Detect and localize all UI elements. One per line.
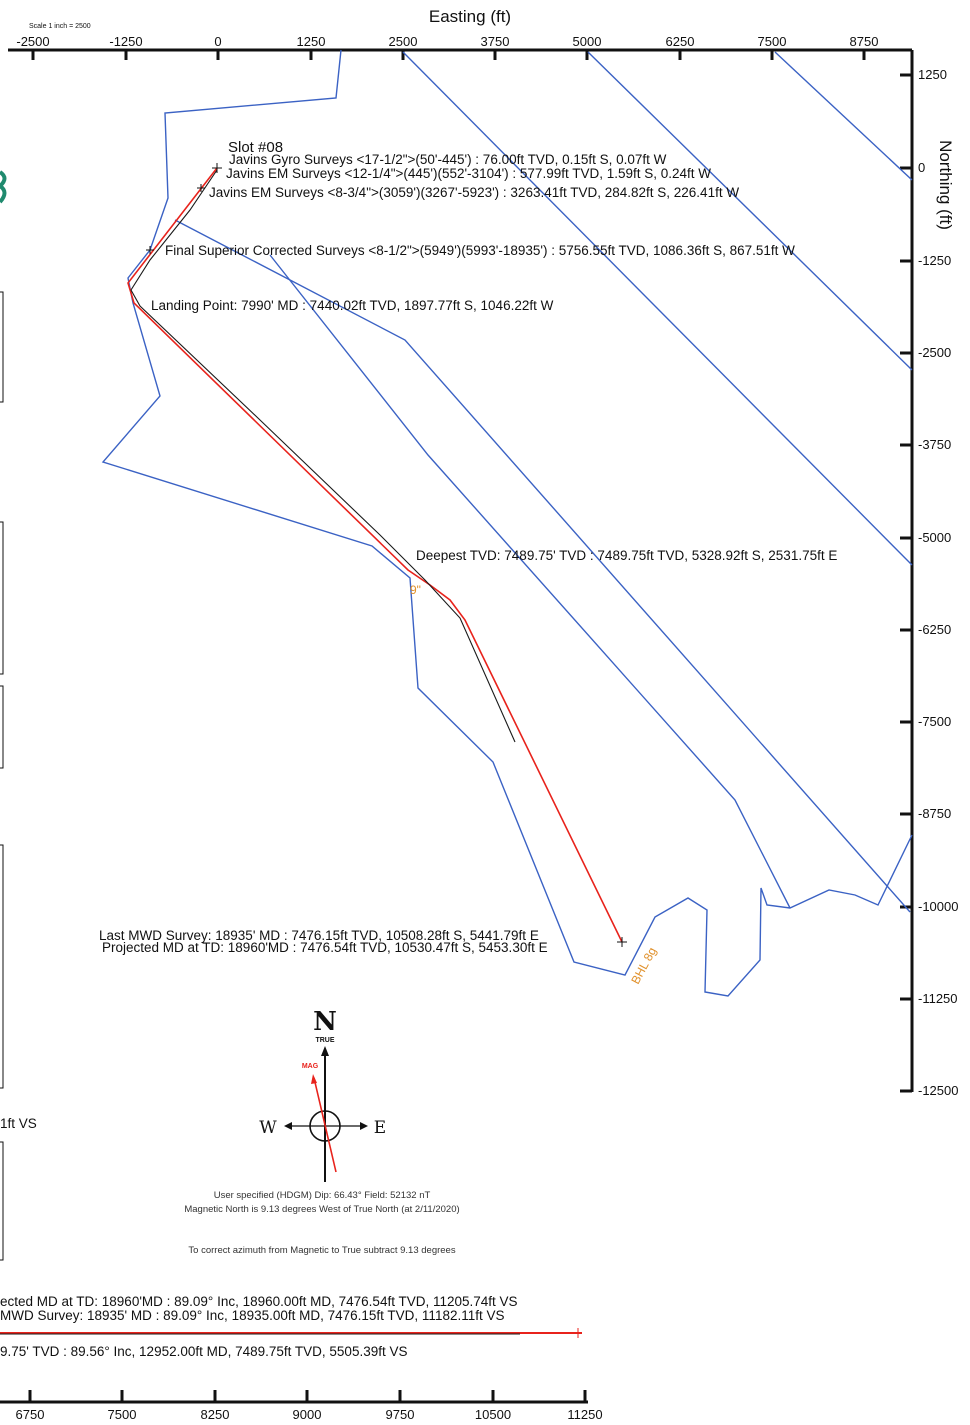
vs-tick-label: 9000	[293, 1407, 322, 1422]
survey-well-path	[130, 169, 516, 743]
vs-tick-label: 10500	[475, 1407, 511, 1422]
diagonal-line-1	[174, 219, 911, 913]
survey-labels: Slot #08 Javins Gyro Surveys <17-1/2">(5…	[99, 139, 837, 986]
northing-tick-label: -3750	[918, 437, 951, 452]
northing-tick-label: -12500	[918, 1083, 958, 1098]
easting-tick-label: 7500	[758, 34, 787, 49]
magnetic-north-arrowhead	[311, 1074, 317, 1084]
northing-ticks: 1250 0 -1250 -2500 -3750 -5000 -6250 -7500 -8750…	[900, 67, 958, 1098]
north-arrow-compass: N TRUE W E MAG	[259, 1007, 386, 1182]
diagonal-line-3	[587, 51, 913, 371]
east-arrowhead	[360, 1122, 368, 1130]
survey-markers	[146, 163, 627, 947]
final-survey-label: Final Superior Corrected Surveys <8-1/2"…	[165, 243, 795, 258]
vs-tick-label: 6750	[16, 1407, 45, 1422]
slot-label: Slot #08	[228, 139, 283, 156]
compass-west-letter: W	[259, 1118, 277, 1138]
diagonal-line-5	[269, 254, 791, 909]
partial-logo-glyph	[0, 170, 7, 204]
northing-tick-label: -2500	[918, 345, 951, 360]
lease-lines	[101, 49, 913, 997]
vs-ticks: 6750 7500 8250 9000 9750 10500 11250	[16, 1390, 603, 1422]
diagonal-line-2	[402, 51, 913, 566]
true-north-arrowhead	[321, 1046, 329, 1056]
easting-tick-label: 1250	[297, 34, 326, 49]
easting-tick-label: 8750	[850, 34, 879, 49]
easting-tick-label: 6250	[666, 34, 695, 49]
lease-boundary	[101, 49, 913, 997]
northing-tick-label: -7500	[918, 714, 951, 729]
vs-tick-label: 8250	[201, 1407, 230, 1422]
compass-mag-label: MAG	[302, 1063, 319, 1070]
landing-point-label: Landing Point: 7990' MD : 7440.02ft TVD,…	[151, 298, 554, 313]
em-survey-label-1: Javins EM Surveys <12-1/4">(445')(552'-3…	[226, 166, 711, 181]
em-survey-label-2: Javins EM Surveys <8-3/4">(3059')(3267'-…	[209, 185, 739, 200]
northing-tick-label: -1250	[918, 253, 951, 268]
nine-inch-label: 9"	[410, 583, 421, 597]
vs-tick-label: 11250	[567, 1407, 602, 1422]
northing-tick-label: -6250	[918, 622, 951, 637]
planned-well-path	[127, 167, 623, 943]
well-path	[127, 167, 623, 943]
projected-td-label: Projected MD at TD: 18960'MD : 7476.54ft…	[102, 940, 548, 955]
northing-tick-label: 1250	[918, 67, 947, 82]
easting-tick-label: -2500	[16, 34, 49, 49]
northing-tick-label: 0	[918, 160, 925, 175]
easting-tick-label: 0	[214, 34, 221, 49]
deepest-tvd-label: Deepest TVD: 7489.75' TVD : 7489.75ft TV…	[416, 548, 837, 563]
northing-axis-title: Northing (ft)	[936, 140, 955, 230]
magnetic-north-arrow	[313, 1077, 337, 1173]
easting-ticks: -2500 -1250 0 1250 2500 3750 5000 6250 7500 8750	[16, 34, 878, 60]
easting-tick-label: 5000	[573, 34, 602, 49]
section-projected-label: ected MD at TD: 18960'MD : 89.09° Inc, 1…	[0, 1294, 518, 1309]
diagonal-line-4	[774, 51, 913, 181]
gyro-survey-label: Javins Gyro Surveys <17-1/2">(50'-445') …	[229, 152, 667, 167]
easting-tick-label: 2500	[389, 34, 418, 49]
northing-tick-label: -11250	[918, 991, 958, 1006]
last-mwd-label: Last MWD Survey: 18935' MD : 7476.15ft T…	[99, 928, 539, 943]
magnetic-north-note: Magnetic North is 9.13 degrees West of T…	[184, 1204, 459, 1215]
easting-tick-label: 3750	[481, 34, 510, 49]
easting-axis-title: Easting (ft)	[429, 7, 511, 26]
scale-note: Scale 1 inch = 2500	[29, 23, 91, 30]
northing-tick-label: -5000	[918, 530, 951, 545]
compass-true-label: TRUE	[315, 1037, 334, 1044]
compass-north-letter: N	[313, 1007, 337, 1037]
northing-tick-label: -10000	[918, 899, 958, 914]
compass-east-letter: E	[374, 1118, 386, 1138]
vs-fragment: 1ft VS	[0, 1116, 37, 1131]
vs-tick-label: 9750	[386, 1407, 415, 1422]
easting-tick-label: -1250	[109, 34, 142, 49]
northing-tick-label: -8750	[918, 806, 951, 821]
magnetic-dip-note: User specified (HDGM) Dip: 66.43° Field:…	[214, 1190, 431, 1201]
vs-tick-label: 7500	[108, 1407, 137, 1422]
bhl-label: BHL 8g	[628, 945, 659, 987]
section-last-mwd-label: MWD Survey: 18935' MD : 89.09° Inc, 1893…	[0, 1308, 505, 1323]
left-edge-boxes	[0, 291, 4, 1261]
west-arrowhead	[284, 1122, 292, 1130]
azimuth-correction-note: To correct azimuth from Magnetic to True…	[188, 1245, 455, 1256]
section-deepest-label: 9.75' TVD : 89.56° Inc, 12952.00ft MD, 7…	[0, 1344, 407, 1359]
